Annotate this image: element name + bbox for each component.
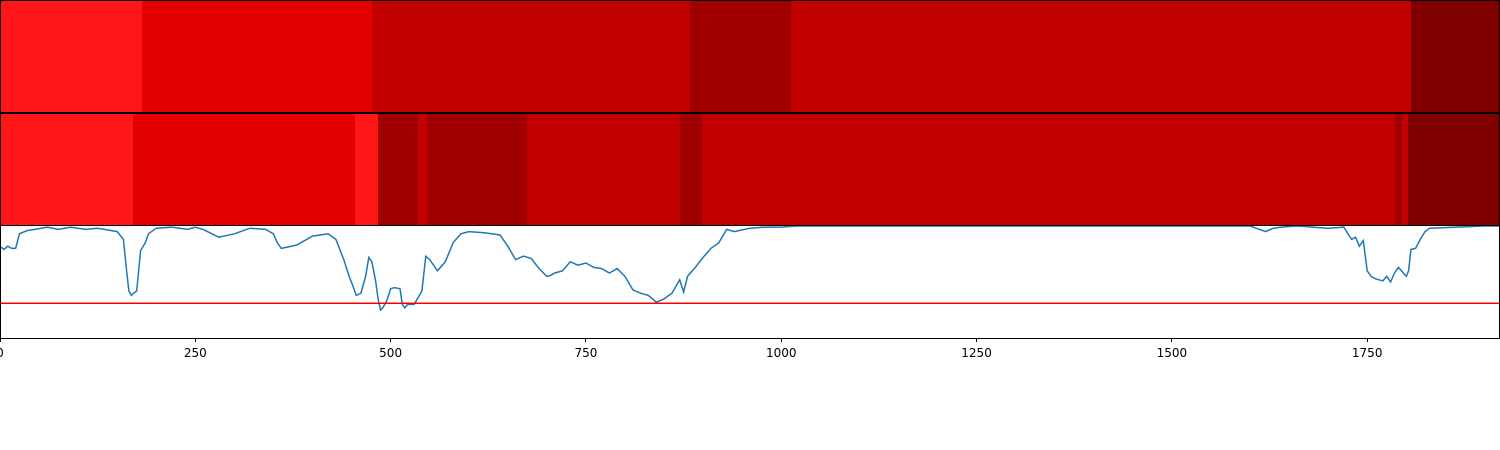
heatmap-top-segment-3	[689, 1, 792, 113]
x-tick-mark	[585, 338, 587, 342]
x-tick-mark	[0, 338, 1, 342]
x-tick-mark	[194, 338, 196, 342]
heatmap-middle-segment-9	[701, 114, 1396, 226]
heatmap-top-segment-1	[142, 1, 373, 113]
heatmap-middle-segment-5	[417, 114, 428, 226]
x-tick-label: 1250	[961, 346, 992, 360]
heatmap-middle-segment-8	[679, 114, 703, 226]
x-axis: 0 250 500 750 1000 1250 1500 1750	[0, 338, 1500, 368]
heatmap-middle-segment-10	[1395, 114, 1403, 226]
heatmap-middle-segment-12	[1407, 114, 1500, 226]
x-tick-label: 250	[183, 346, 207, 360]
x-tick-mark	[1171, 338, 1173, 342]
heatmap-top-segment-0	[0, 1, 143, 113]
x-tick-label: 1500	[1156, 346, 1188, 360]
x-tick-mark	[390, 338, 392, 342]
heatmap-middle-segment-7	[527, 114, 681, 226]
x-tick-mark	[780, 338, 782, 342]
heatmap-middle-segment-4	[403, 114, 419, 226]
x-tick-label: 0	[0, 346, 4, 360]
x-tick-label: 750	[574, 346, 598, 360]
heatmap-band-top	[0, 1, 1500, 113]
heatmap-top-segment-5	[1410, 1, 1500, 113]
x-tick-label: 1000	[765, 346, 797, 360]
heatmap-top-segment-4	[790, 1, 1412, 113]
heatmap-middle-segment-2	[354, 114, 379, 226]
heatmap-band-middle	[0, 114, 1500, 226]
x-tick-label: 500	[379, 346, 403, 360]
line-plot-panel	[0, 226, 1500, 312]
heatmap-top-segment-2	[371, 1, 691, 113]
heatmap-middle-segment-1	[132, 114, 356, 226]
heatmap-middle-segment-0	[0, 114, 134, 226]
series-line	[0, 226, 1500, 312]
heatmap-middle-segment-3	[378, 114, 405, 226]
heatmap-middle-segment-11	[1402, 114, 1409, 226]
heatmap-middle-segment-6	[427, 114, 528, 226]
x-tick-mark	[976, 338, 978, 342]
x-tick-mark	[1366, 338, 1368, 342]
x-tick-label: 1750	[1351, 346, 1383, 360]
